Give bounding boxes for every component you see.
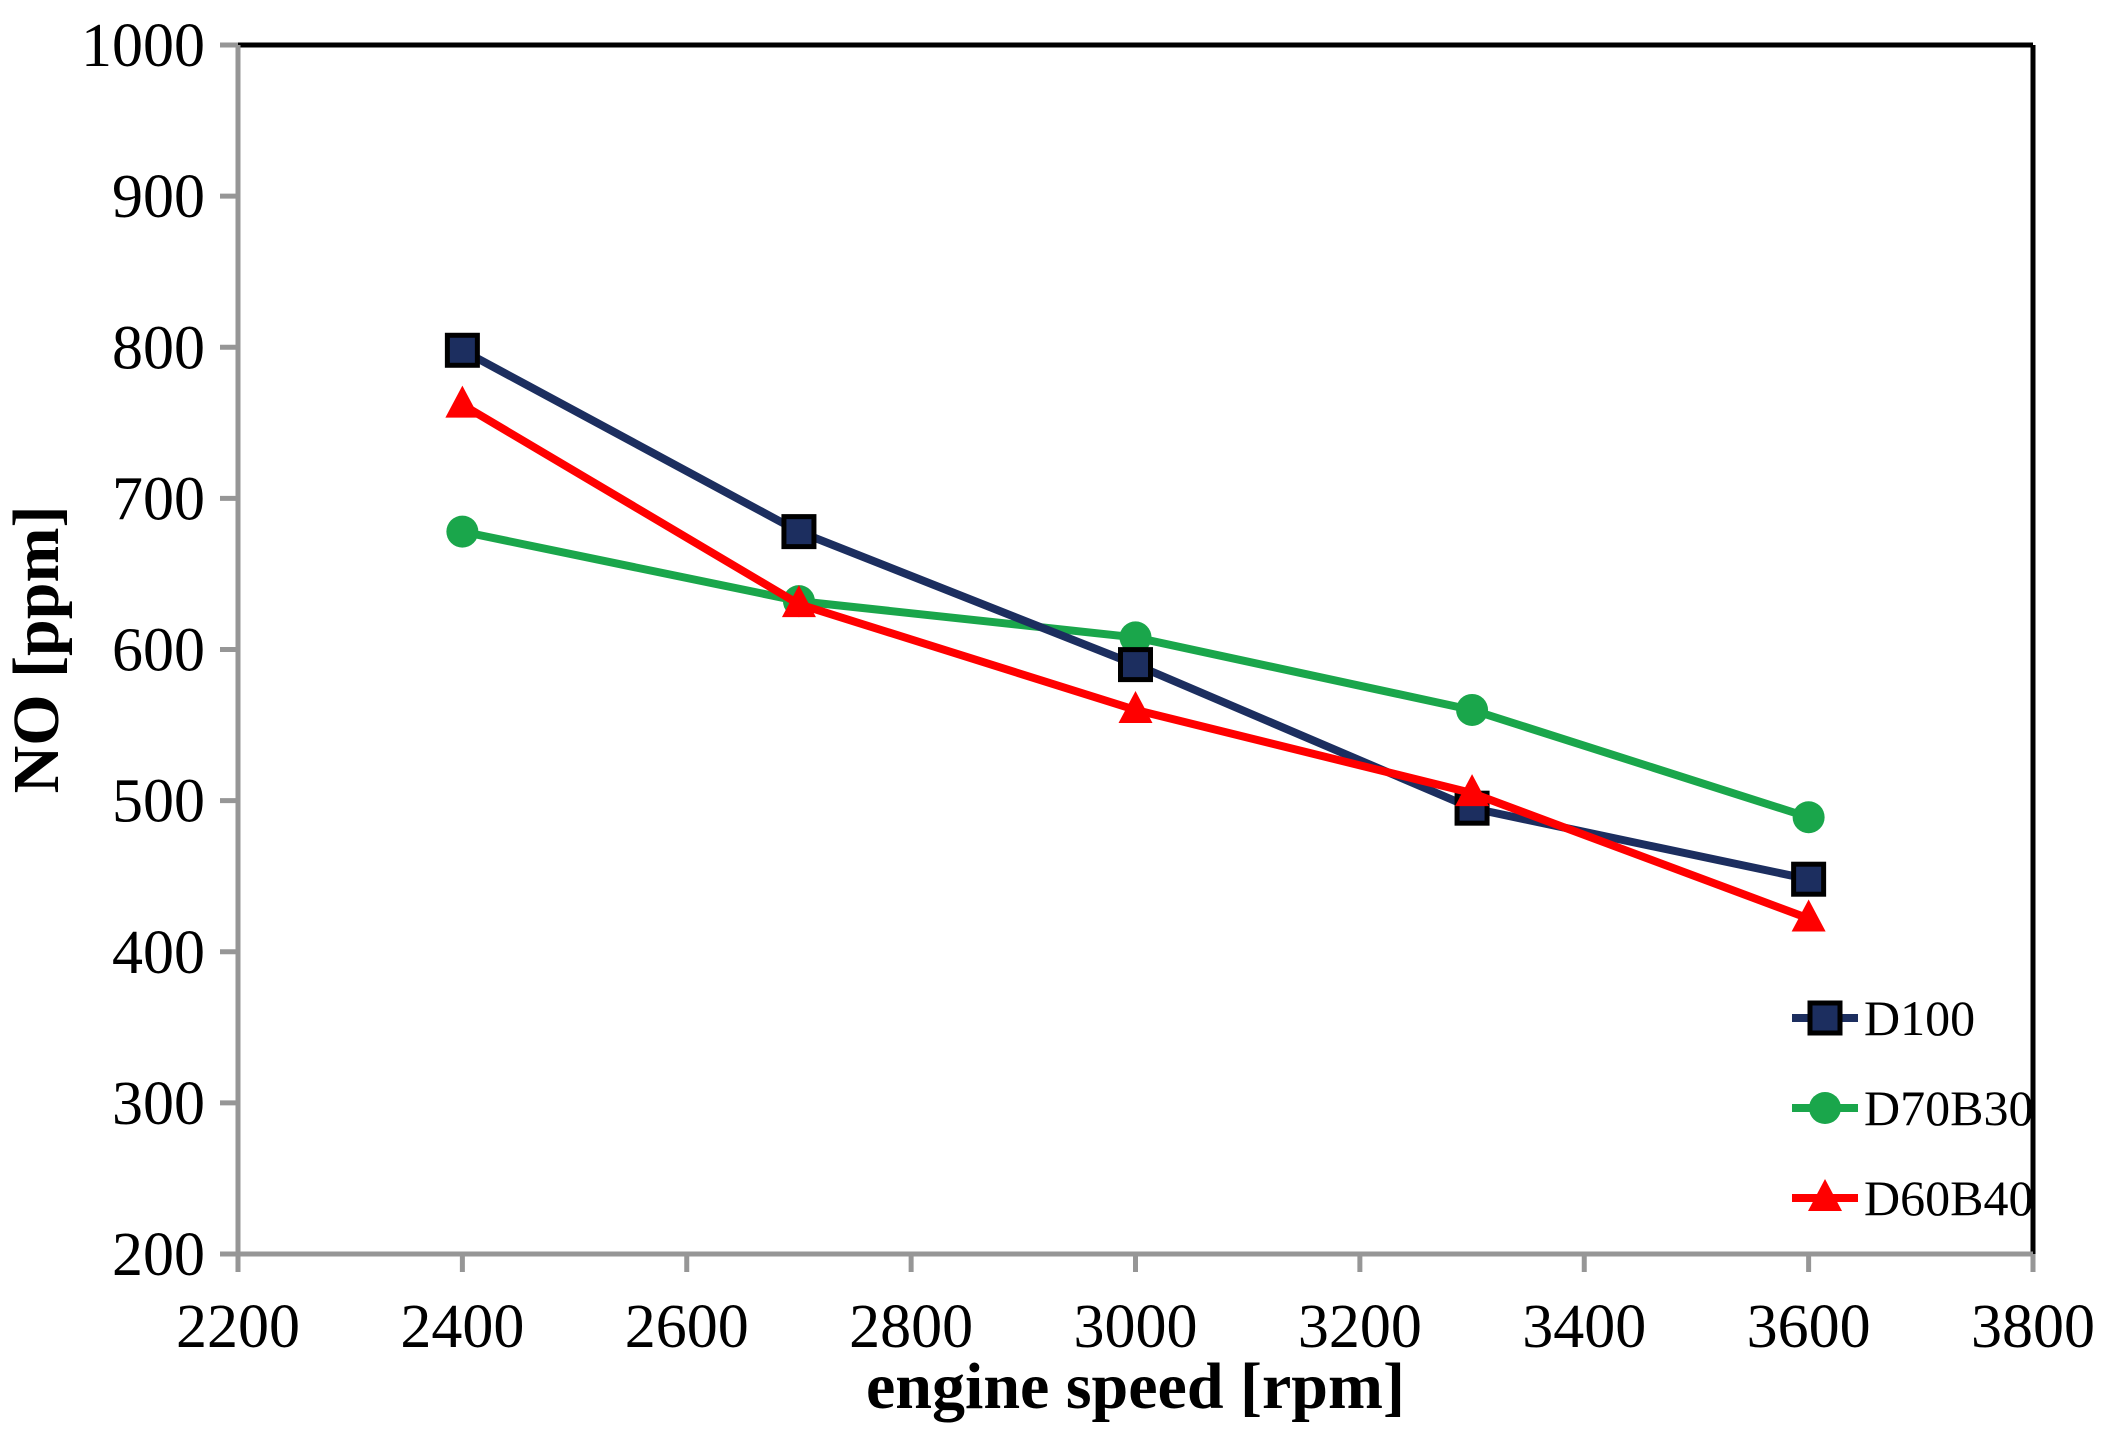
- series-layer: [444, 332, 1827, 932]
- y-tick-label: 700: [112, 465, 205, 533]
- y-tick-label: 200: [112, 1221, 205, 1289]
- series-d100-square-marker: [781, 514, 817, 550]
- legend-label: D100: [1864, 990, 1975, 1046]
- x-axis-title: engine speed [rpm]: [866, 1350, 1405, 1423]
- series-d70b30-circle-marker: [446, 515, 479, 548]
- legend-item-d70b30: D70B30: [1792, 1080, 2033, 1136]
- series-d100-square-marker: [1454, 790, 1490, 826]
- x-tick-label: 2400: [400, 1293, 524, 1361]
- y-tick-label: 600: [112, 617, 205, 685]
- legend-label: D60B40: [1864, 1170, 2033, 1226]
- y-tick-label: 500: [112, 768, 205, 836]
- y-tick-label: 800: [112, 314, 205, 382]
- x-tick-label: 3400: [1522, 1293, 1646, 1361]
- legend-item-d60b40: D60B40: [1792, 1170, 2033, 1226]
- legend-circle-marker: [1809, 1092, 1841, 1124]
- x-tick-label: 3200: [1298, 1293, 1422, 1361]
- legend-label: D70B30: [1864, 1080, 2033, 1136]
- legend-item-d100: D100: [1792, 990, 1975, 1046]
- series-d70b30-circle-marker: [1792, 801, 1825, 834]
- y-tick-label: 1000: [81, 12, 205, 80]
- series-d60b40-triangle-marker: [445, 385, 480, 418]
- y-tick-label: 300: [112, 1070, 205, 1138]
- y-tick-label: 400: [112, 919, 205, 987]
- x-tick-label: 3600: [1747, 1293, 1871, 1361]
- y-tick-label: 900: [112, 163, 205, 231]
- series-d60b40-triangle-marker: [1118, 690, 1153, 723]
- series-d60b40-triangle-marker: [1455, 774, 1490, 807]
- series-d100-square-marker: [1118, 647, 1153, 683]
- legend-square-marker: [1807, 1000, 1843, 1036]
- series-d100-square-marker: [444, 332, 480, 368]
- series-d60b40: [445, 385, 1826, 932]
- x-tick-label: 3000: [1074, 1293, 1198, 1361]
- series-d70b30-circle-marker: [1456, 693, 1489, 726]
- y-axis-title: NO [ppm]: [0, 506, 73, 794]
- series-d100-square-marker: [1791, 861, 1827, 897]
- series-d60b40-triangle-marker: [1791, 899, 1826, 932]
- x-tick-label: 2800: [849, 1293, 973, 1361]
- series-d70b30: [446, 515, 1825, 834]
- series-d60b40-triangle-marker: [781, 585, 816, 618]
- series-d70b30-circle-marker: [1119, 621, 1152, 654]
- legend-triangle-marker: [1808, 1179, 1842, 1211]
- x-tick-label: 3800: [1971, 1293, 2095, 1361]
- series-line-d100: [460, 346, 1810, 884]
- series-d100: [444, 332, 1827, 897]
- x-tick-label: 2200: [176, 1293, 300, 1361]
- legend: D100 D70B30 D60B40: [1792, 990, 2033, 1226]
- x-tick-label: 2600: [625, 1293, 749, 1361]
- axes-layer: 200 300 400 500 600 700 800 900 1000 2200 2400 2600…: [81, 12, 2095, 1361]
